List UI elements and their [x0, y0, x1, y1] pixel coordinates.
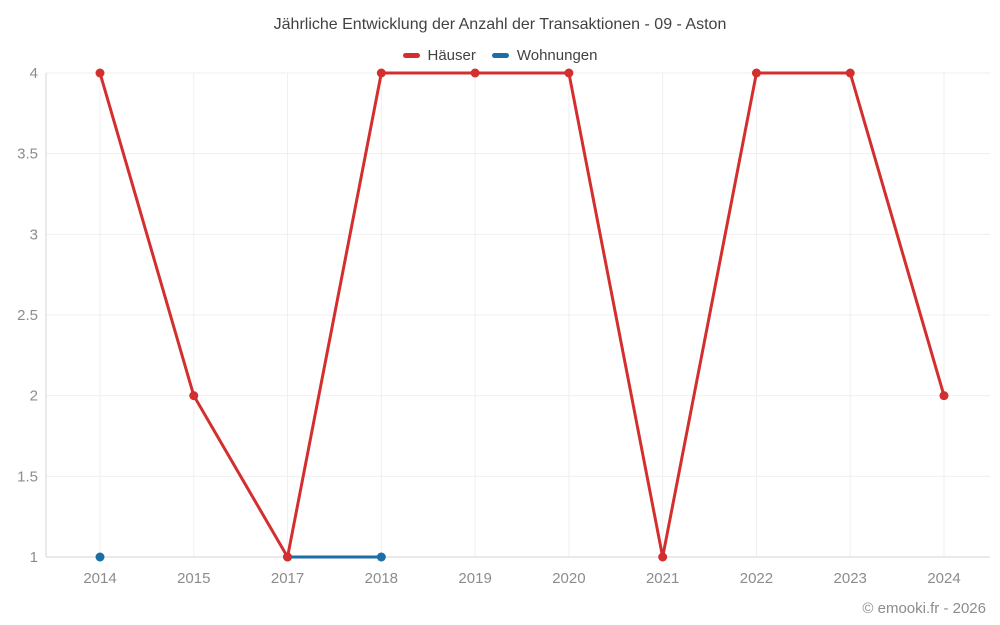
- x-axis-tick-label: 2017: [271, 570, 304, 587]
- legend-item-wohnungen[interactable]: Wohnungen: [491, 47, 598, 64]
- series-line-häuser: [98, 71, 946, 559]
- data-point-häuser[interactable]: [95, 68, 105, 78]
- chart-title: Jährliche Entwicklung der Anzahl der Tra…: [273, 16, 727, 33]
- data-point-wohnungen[interactable]: [376, 552, 386, 562]
- legend-swatch-icon: [402, 53, 420, 58]
- legend-label: Häuser: [427, 47, 476, 64]
- x-axis-tick-label: 2015: [177, 570, 210, 587]
- data-point-häuser[interactable]: [376, 68, 386, 78]
- legend-label: Wohnungen: [516, 47, 598, 64]
- y-axis-tick-label: 1: [30, 549, 38, 566]
- x-axis-tick-label: 2014: [83, 570, 116, 587]
- y-axis-tick-label: 3: [30, 226, 38, 243]
- footer-credit: © emooki.fr - 2026: [862, 600, 986, 617]
- legend-item-haeuser[interactable]: Häuser: [402, 47, 476, 64]
- x-axis-tick-label: 2022: [740, 570, 773, 587]
- x-axis-tick-label: 2018: [365, 570, 398, 587]
- x-axis-tick-label: 2021: [646, 570, 679, 587]
- y-axis-tick-label: 2.5: [17, 307, 38, 324]
- x-axis-tick-label: 2024: [927, 570, 960, 587]
- x-axis-tick-label: 2019: [458, 570, 491, 587]
- x-axis-tick-label: 2020: [552, 570, 585, 587]
- data-point-häuser[interactable]: [751, 68, 761, 78]
- data-point-häuser[interactable]: [845, 68, 855, 78]
- data-point-häuser[interactable]: [939, 391, 949, 401]
- data-point-häuser[interactable]: [564, 68, 574, 78]
- chart-legend: Häuser Wohnungen: [0, 47, 1000, 64]
- legend-swatch-icon: [491, 53, 509, 58]
- data-point-häuser[interactable]: [283, 552, 293, 562]
- data-point-häuser[interactable]: [470, 68, 480, 78]
- y-axis-tick-label: 1.5: [17, 468, 38, 485]
- data-point-häuser[interactable]: [658, 552, 668, 562]
- y-axis-tick-label: 2: [30, 388, 38, 405]
- y-axis-tick-label: 4: [30, 65, 38, 82]
- x-axis-tick-label: 2023: [834, 570, 867, 587]
- data-point-wohnungen[interactable]: [95, 552, 105, 562]
- data-point-häuser[interactable]: [189, 391, 199, 401]
- y-axis-tick-label: 3.5: [17, 146, 38, 163]
